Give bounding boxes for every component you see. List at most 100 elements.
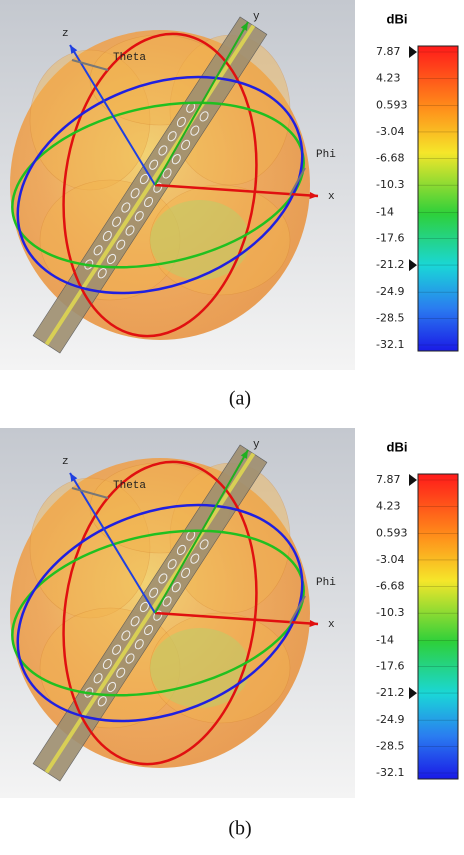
axis-label: Theta <box>113 52 146 64</box>
slot <box>181 139 191 151</box>
colorbar-tick-label: 4.23 <box>376 72 401 85</box>
axis-arrow <box>154 449 249 614</box>
axis-label: Phi <box>316 577 336 589</box>
axis-label: x <box>328 191 335 203</box>
slot <box>130 188 140 199</box>
colorbar-tick-label: -24.9 <box>376 713 404 726</box>
panel-label: (b) <box>228 818 251 840</box>
arrow-head <box>309 191 318 199</box>
slot <box>167 559 177 570</box>
axis-arrow <box>154 21 249 186</box>
colorbar-tick-label: -21.2 <box>376 258 404 271</box>
colorbar-tick-label: -21.2 <box>376 686 404 699</box>
slot <box>167 131 177 142</box>
axis-label: y <box>253 439 260 451</box>
slot <box>97 268 107 279</box>
arrow-head <box>240 450 248 459</box>
slot <box>176 544 186 556</box>
colorbar-unit: dBi <box>387 11 408 26</box>
colorbar-tick-label: -17.6 <box>376 660 404 673</box>
colorbar-tick-label: -6.68 <box>376 580 404 593</box>
pattern-lobe <box>29 49 151 191</box>
slot <box>139 173 149 185</box>
panel-label: (a) <box>229 388 251 410</box>
arrow-head <box>70 473 78 482</box>
pattern-lobe <box>29 477 151 619</box>
phi-arrow <box>289 595 306 624</box>
slot <box>134 211 144 222</box>
colorbar <box>417 473 459 780</box>
colorbar-unit: dBi <box>387 439 408 454</box>
ring <box>62 32 258 338</box>
colorbar-tick-label: -32.1 <box>376 338 404 351</box>
colorbar-tick-label: -3.04 <box>376 553 404 566</box>
slot <box>199 111 209 122</box>
theta-arrow <box>71 487 109 499</box>
ring <box>62 460 258 766</box>
slot <box>139 601 149 613</box>
slot <box>125 225 135 236</box>
colorbar-tick-label: -10.3 <box>376 178 404 191</box>
colorbar-tick-label: 7.87 <box>376 473 401 486</box>
colorbar-tick-label: -14 <box>376 633 394 646</box>
slot <box>199 539 209 550</box>
ring <box>16 75 304 295</box>
phi-arrow <box>289 167 306 196</box>
colorbar-marker <box>409 474 417 486</box>
slot <box>171 154 181 165</box>
colorbar <box>417 45 459 352</box>
slot <box>121 202 131 213</box>
pattern-view: x y z Theta Phi <box>0 428 355 798</box>
slot <box>149 159 159 170</box>
colorbar-marker <box>409 46 417 58</box>
slot <box>190 125 200 136</box>
slot <box>107 253 117 265</box>
slot <box>181 567 191 579</box>
axis-label: Phi <box>316 149 336 161</box>
colorbar-tick-label: -28.5 <box>376 312 404 325</box>
arrow-head <box>309 619 318 627</box>
colorbar-tick-label: -24.9 <box>376 285 404 298</box>
slot <box>134 639 144 650</box>
axis-label: y <box>253 11 260 23</box>
slot <box>158 145 168 156</box>
slot <box>176 116 186 128</box>
colorbar-tick-label: -17.6 <box>376 232 404 245</box>
axis-label: x <box>328 619 335 631</box>
theta-arrow <box>71 59 109 71</box>
colorbar-tick-label: -10.3 <box>376 606 404 619</box>
slot <box>130 616 140 627</box>
axis-label: Theta <box>113 480 146 492</box>
slot <box>158 573 168 584</box>
slot <box>153 182 163 193</box>
slot <box>102 230 112 242</box>
ring <box>16 503 304 723</box>
slot <box>112 644 122 655</box>
slot <box>97 696 107 707</box>
panel: x y z Theta Phi dBi 7.87 4.23 0.593 -3.04 -6.68 -10… <box>0 428 459 798</box>
colorbar-tick-label: -6.68 <box>376 152 404 165</box>
slot <box>93 245 103 256</box>
colorbar-tick-label: 4.23 <box>376 500 401 513</box>
colorbar-tick-label: 0.593 <box>376 526 408 539</box>
slot <box>162 168 172 179</box>
axis-arrow <box>69 44 156 186</box>
colorbar-tick-label: 0.593 <box>376 98 408 111</box>
slot <box>171 582 181 593</box>
slot <box>162 596 172 607</box>
slot <box>125 653 135 664</box>
slot <box>144 624 154 636</box>
arrow-head <box>70 45 78 54</box>
slot <box>116 239 126 250</box>
axis-label: z <box>62 28 69 40</box>
slot <box>102 658 112 670</box>
colorbar-marker <box>409 259 417 272</box>
slot <box>144 196 154 208</box>
slot <box>116 667 126 678</box>
slot <box>93 673 103 684</box>
slot <box>190 553 200 564</box>
slot <box>121 630 131 641</box>
colorbar-tick-label: -32.1 <box>376 766 404 779</box>
slot <box>107 681 117 693</box>
